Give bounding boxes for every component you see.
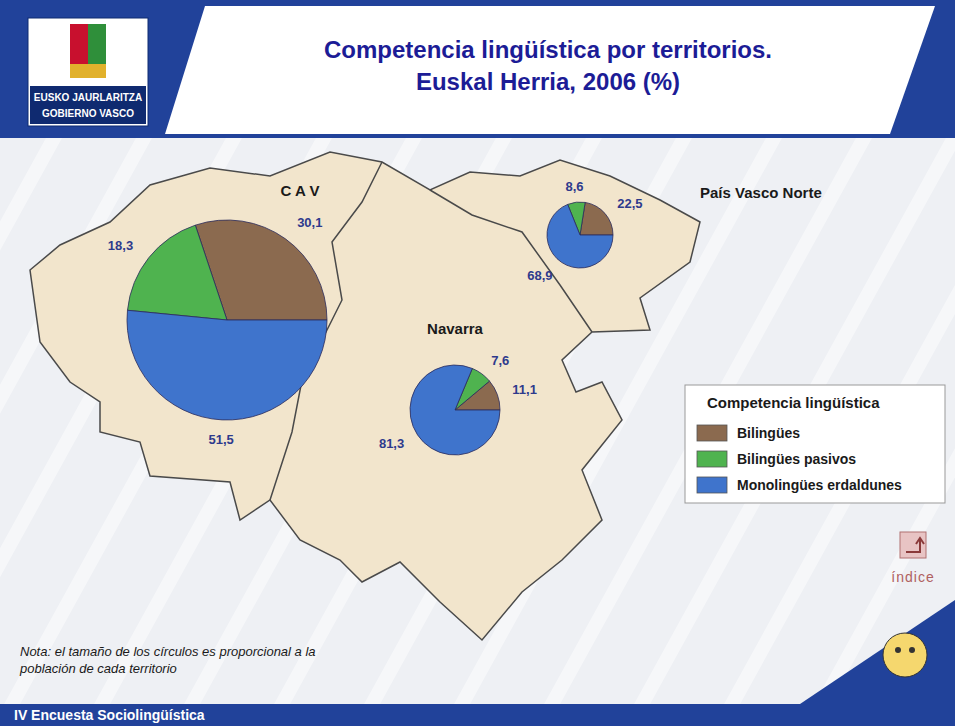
note-line: Nota: el tamaño de los círculos es propo… (20, 644, 316, 659)
logo-shield (70, 64, 106, 78)
data-label: 18,3 (108, 238, 133, 253)
title-box (165, 6, 935, 134)
title: Euskal Herria, 2006 (%) (416, 68, 680, 95)
pie-slice (547, 204, 613, 268)
pie-title: País Vasco Norte (700, 184, 822, 201)
pie-slice (410, 365, 500, 455)
decoration (909, 647, 915, 653)
data-label: 51,5 (208, 432, 233, 447)
data-label: 30,1 (297, 215, 322, 230)
logo-band (30, 86, 146, 124)
legend: Competencia lingüística Bilingües Bilingüe… (685, 385, 945, 503)
pie (410, 365, 500, 455)
legend-entry: Bilingües (737, 425, 800, 441)
decoration (895, 647, 901, 653)
index-button[interactable]: índice (891, 532, 934, 585)
footer-band (0, 704, 955, 726)
note-line: población de cada territorio (19, 661, 177, 676)
logo-frame (28, 18, 148, 126)
note: Nota: el tamaño de los círculos es propo… (19, 644, 316, 676)
logo-shield (88, 24, 106, 64)
pie-title: Navarra (427, 320, 484, 337)
header-band (0, 0, 955, 138)
page: {"page": {"title": ["Competencia lingüís… (0, 0, 955, 726)
legend-swatch (697, 425, 727, 441)
data-label: 7,6 (491, 353, 509, 368)
legend-title: Competencia lingüística (707, 394, 880, 411)
index-icon (900, 532, 926, 558)
logo-text: EUSKO JAURLARITZA (34, 92, 142, 103)
map (30, 152, 700, 640)
logo-shield (70, 24, 88, 64)
legend-box (685, 385, 945, 503)
pie-slice (127, 225, 227, 320)
pie (547, 202, 613, 268)
background (0, 0, 955, 726)
legend-swatch (697, 477, 727, 493)
index-label: índice (891, 569, 934, 585)
map-outline (30, 152, 700, 640)
note-text: Nota: el tamaño de los círculos es propo… (19, 644, 316, 676)
decoration (883, 633, 927, 677)
legend-entry: Bilingües pasivos (737, 451, 856, 467)
data-label: 68,9 (527, 268, 552, 283)
chart: Competencia lingüística por territorios.… (0, 0, 955, 726)
pie (127, 220, 327, 420)
legend-entry: Monolingües erdaldunes (737, 477, 902, 493)
pie-title: C A V (281, 182, 320, 199)
logo-text: GOBIERNO VASCO (42, 108, 134, 119)
logo: EUSKO JAURLARITZA GOBIERNO VASCO (28, 18, 148, 126)
title: Competencia lingüística por territorios. (324, 36, 772, 63)
decoration (800, 600, 955, 704)
pie-slice (127, 310, 327, 420)
legend-swatch (697, 451, 727, 467)
pie-slice (580, 202, 613, 235)
data-label: 81,3 (379, 436, 404, 451)
data-label: 22,5 (617, 196, 642, 211)
data-label: 8,6 (565, 179, 583, 194)
footer: IV Encuesta Sociolingüística (14, 707, 205, 723)
index-arrow (906, 538, 924, 552)
data-label: 11,1 (512, 382, 537, 397)
